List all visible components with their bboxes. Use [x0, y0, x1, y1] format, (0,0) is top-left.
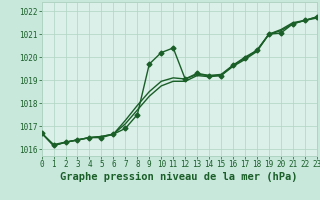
- X-axis label: Graphe pression niveau de la mer (hPa): Graphe pression niveau de la mer (hPa): [60, 172, 298, 182]
